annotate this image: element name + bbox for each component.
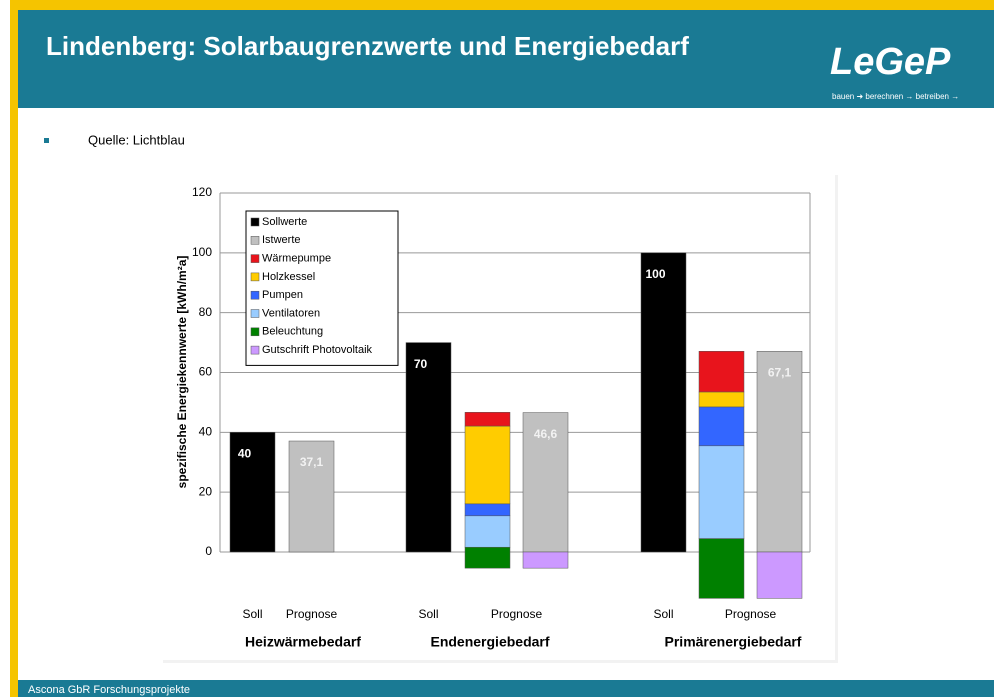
- bar-segment: [698, 391, 745, 408]
- bar-segment: [698, 445, 745, 539]
- left-border: [10, 0, 18, 697]
- value-label: 40: [238, 447, 252, 461]
- bar-segment: [464, 503, 511, 517]
- legend-swatch: [250, 309, 260, 318]
- logo-tagline: bauen ➜ berechnen → betreiben →: [832, 92, 959, 101]
- legend-swatch: [250, 290, 260, 300]
- legend-label: Holzkessel: [262, 271, 315, 283]
- bullet-marker: [44, 138, 49, 143]
- sub-label: Prognose: [286, 607, 338, 621]
- bar-segment: [698, 406, 745, 447]
- value-label: 67,1: [768, 365, 792, 379]
- legend-box: [245, 210, 399, 366]
- legend-label: Wärmepumpe: [262, 253, 331, 265]
- bar-segment: [698, 351, 745, 393]
- legend-swatch: [250, 217, 260, 227]
- bar-segment: [464, 546, 511, 569]
- bar-ist: [522, 412, 569, 553]
- bar-ist: [756, 351, 803, 553]
- bar-segment: [464, 515, 511, 548]
- y-axis-label: spezifische Energiekennwerte [kWh/m²a]: [175, 256, 189, 489]
- legend-swatch: [250, 327, 260, 337]
- y-tick-label: 100: [192, 245, 212, 259]
- y-tick-label: 120: [192, 185, 212, 199]
- sub-label: Soll: [242, 607, 262, 621]
- bar-credit: [756, 551, 803, 599]
- legend-label: Beleuchtung: [262, 326, 323, 338]
- value-label: 70: [414, 357, 428, 371]
- bar-segment: [464, 412, 511, 427]
- sub-label: Prognose: [725, 607, 777, 621]
- bar-ist: [288, 440, 335, 553]
- bar-soll: [405, 342, 452, 553]
- bar-credit: [522, 551, 569, 569]
- y-tick-label: 0: [205, 544, 212, 558]
- bar-segment: [464, 425, 511, 505]
- legend-label: Pumpen: [262, 289, 303, 301]
- legend-label: Ventilatoren: [262, 307, 320, 319]
- sub-label: Soll: [653, 607, 673, 621]
- sub-label: Prognose: [491, 607, 543, 621]
- legend-label: Sollwerte: [262, 216, 307, 228]
- category-label: Primärenergiebedarf: [665, 634, 802, 650]
- legend-swatch: [250, 254, 260, 263]
- header-bar: [18, 10, 994, 108]
- plot: 0 20 40 60 80 100 120 40 37,1 Soll Prognose Heizwär…: [192, 185, 811, 650]
- y-tick-label: 20: [199, 484, 213, 498]
- footer-text: Ascona GbR Forschungsprojekte: [28, 684, 190, 696]
- value-label: 100: [645, 267, 665, 281]
- legend-label: Istwerte: [262, 234, 301, 246]
- value-label: 46,6: [534, 427, 558, 441]
- footer-bar: [18, 680, 994, 697]
- y-tick-label: 40: [199, 425, 213, 439]
- y-tick-label: 80: [199, 305, 213, 319]
- y-tick-label: 60: [199, 365, 213, 379]
- legend-swatch: [250, 345, 260, 355]
- logo: LeGeP: [830, 41, 951, 83]
- legend-swatch: [250, 236, 260, 245]
- value-label: 37,1: [300, 455, 324, 469]
- sub-label: Soll: [418, 607, 438, 621]
- legend-swatch: [250, 272, 260, 282]
- bar-segment: [698, 538, 745, 599]
- category-label: Endenergiebedarf: [430, 634, 549, 650]
- bar-soll: [229, 432, 276, 553]
- legend-label: Gutschrift Photovoltaik: [262, 344, 373, 356]
- category-label: Heizwärmebedarf: [245, 634, 361, 650]
- slide-title: Lindenberg: Solarbaugrenzwerte und Energ…: [46, 31, 689, 61]
- bullet-text: Quelle: Lichtblau: [88, 132, 185, 147]
- bar-soll: [640, 252, 687, 553]
- top-border: [10, 0, 994, 10]
